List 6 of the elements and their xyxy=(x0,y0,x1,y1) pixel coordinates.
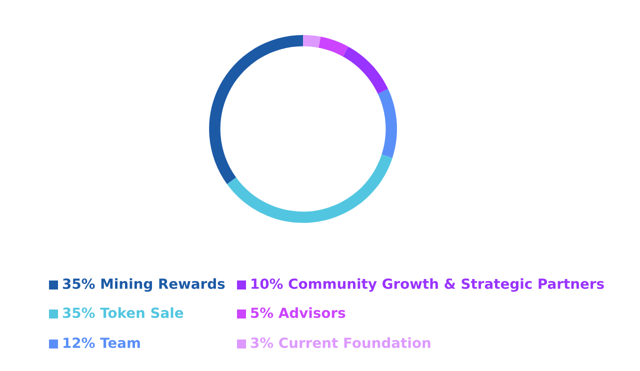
legend-label: 10% Community Growth & Strategic Partners xyxy=(252,278,604,292)
legend-label: 3% Current Foundation xyxy=(250,337,430,348)
legend-label: 35% Mining Rewards xyxy=(62,278,225,292)
legend-label: 35% Token Sale xyxy=(62,307,184,318)
legend-label: 5% Advisors xyxy=(251,307,346,318)
legend-label: 12% Team xyxy=(64,338,140,348)
